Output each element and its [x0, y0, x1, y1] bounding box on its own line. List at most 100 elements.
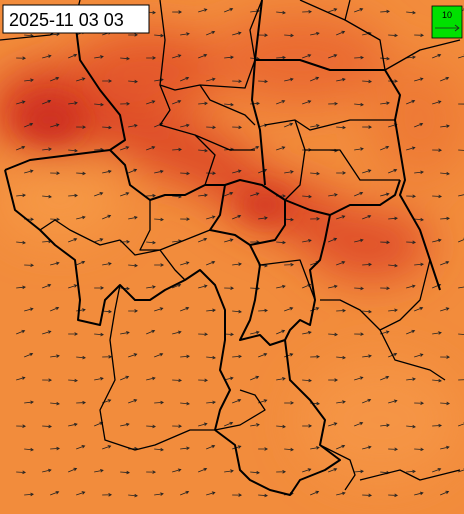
- wind-arrow: [16, 424, 27, 428]
- wind-arrow: [24, 447, 34, 452]
- wind-arrow: [458, 379, 464, 381]
- timestamp: 2025-11 03 03: [9, 10, 124, 30]
- wind-arrow: [302, 378, 312, 383]
- wind-arrow: [284, 447, 294, 452]
- wind-arrow: [50, 217, 60, 222]
- wind-arrow: [258, 352, 268, 358]
- wind-arrow: [172, 424, 183, 428]
- wind-arrow: [354, 376, 364, 381]
- wind-arrow: [414, 217, 424, 222]
- wind-arrow: [336, 355, 346, 360]
- wind-arrow: [232, 262, 242, 266]
- wind-arrow: [232, 169, 242, 174]
- wind-arrow: [440, 171, 450, 176]
- wind-arrow: [362, 398, 372, 404]
- wind-arrow: [440, 307, 450, 312]
- wind-arrow: [458, 333, 464, 335]
- wind-arrow: [328, 237, 338, 243]
- wind-arrow: [102, 214, 112, 220]
- wind-arrow: [128, 353, 138, 358]
- wind-arrow: [180, 123, 190, 128]
- wind-arrow: [76, 125, 87, 129]
- wind-arrow: [362, 309, 372, 314]
- wind-arrow: [362, 79, 372, 84]
- wind-arrow: [94, 376, 104, 381]
- wind-arrow: [414, 401, 425, 405]
- wind-arrow: [42, 99, 52, 105]
- wind-arrow: [232, 398, 242, 404]
- wind-arrow: [432, 100, 442, 105]
- wind-arrow: [406, 240, 416, 245]
- wind-arrow: [458, 237, 464, 243]
- wind-arrow: [206, 77, 216, 82]
- wind-arrow: [102, 493, 113, 497]
- wind-arrow: [380, 101, 390, 105]
- wind-arrow: [380, 375, 390, 381]
- wind-arrow: [50, 446, 60, 451]
- wind-arrow: [440, 260, 450, 266]
- wind-arrow: [76, 77, 86, 82]
- wind-arrow: [354, 238, 364, 243]
- wind-arrow: [232, 79, 243, 84]
- wind-arrow: [354, 147, 364, 151]
- wind-arrow: [406, 55, 416, 60]
- wind-arrow: [310, 124, 320, 128]
- wind-arrow: [258, 33, 269, 37]
- wind-arrow: [24, 400, 34, 404]
- wind-arrow: [388, 399, 398, 404]
- wind-arrow: [24, 352, 34, 358]
- wind-arrow: [172, 54, 182, 59]
- legend-arrow: [435, 24, 460, 32]
- wind-arrow: [458, 54, 464, 59]
- wind-arrow: [224, 238, 234, 243]
- wind-arrow: [388, 447, 399, 452]
- wind-arrow: [362, 169, 372, 174]
- wind-arrow: [276, 10, 286, 15]
- wind-arrow: [94, 238, 104, 243]
- wind-arrow: [24, 263, 34, 268]
- wind-arrow: [76, 171, 86, 176]
- wind-arrow: [250, 192, 260, 197]
- wind-arrow: [42, 54, 52, 59]
- wind-arrow: [406, 424, 416, 429]
- wind-arrow: [406, 10, 416, 15]
- wind-arrow: [336, 491, 346, 496]
- wind-arrow: [198, 378, 208, 383]
- wind-arrow: [310, 307, 320, 312]
- wind-arrow: [68, 332, 79, 336]
- wind-arrow: [24, 122, 34, 128]
- wind-arrow: [232, 214, 242, 220]
- wind-arrow: [224, 7, 234, 13]
- wind-arrow: [146, 146, 156, 151]
- wind-arrow: [68, 237, 78, 243]
- wind-arrow: [128, 493, 138, 498]
- wind-arrow: [258, 308, 268, 313]
- wind-arrow: [328, 467, 338, 473]
- wind-arrow: [406, 469, 416, 474]
- wind-arrow: [180, 446, 190, 450]
- wind-arrow: [302, 9, 312, 14]
- wind-arrow: [16, 240, 26, 245]
- wind-arrow: [432, 468, 442, 473]
- wind-arrow: [120, 470, 130, 475]
- wind-arrow: [354, 421, 364, 427]
- wind-arrow: [50, 401, 60, 406]
- wind-arrow: [328, 284, 338, 289]
- wind-arrow: [276, 240, 286, 245]
- wind-arrow: [68, 467, 78, 473]
- wind-arrow: [198, 8, 208, 13]
- wind-arrow: [154, 33, 164, 38]
- wind-arrow: [180, 32, 190, 36]
- wind-arrow: [146, 285, 156, 289]
- wind-arrow: [388, 216, 398, 221]
- wind-arrow: [362, 354, 372, 358]
- wind-arrow: [16, 285, 26, 290]
- wind-arrow: [310, 446, 320, 450]
- wind-arrow: [336, 261, 346, 266]
- wind-arrow: [388, 168, 398, 174]
- wind-arrow: [354, 102, 364, 107]
- wind-arrow: [414, 447, 424, 452]
- wind-arrow: [258, 493, 268, 498]
- wind-arrow: [102, 262, 112, 266]
- wind-arrow: [154, 169, 164, 174]
